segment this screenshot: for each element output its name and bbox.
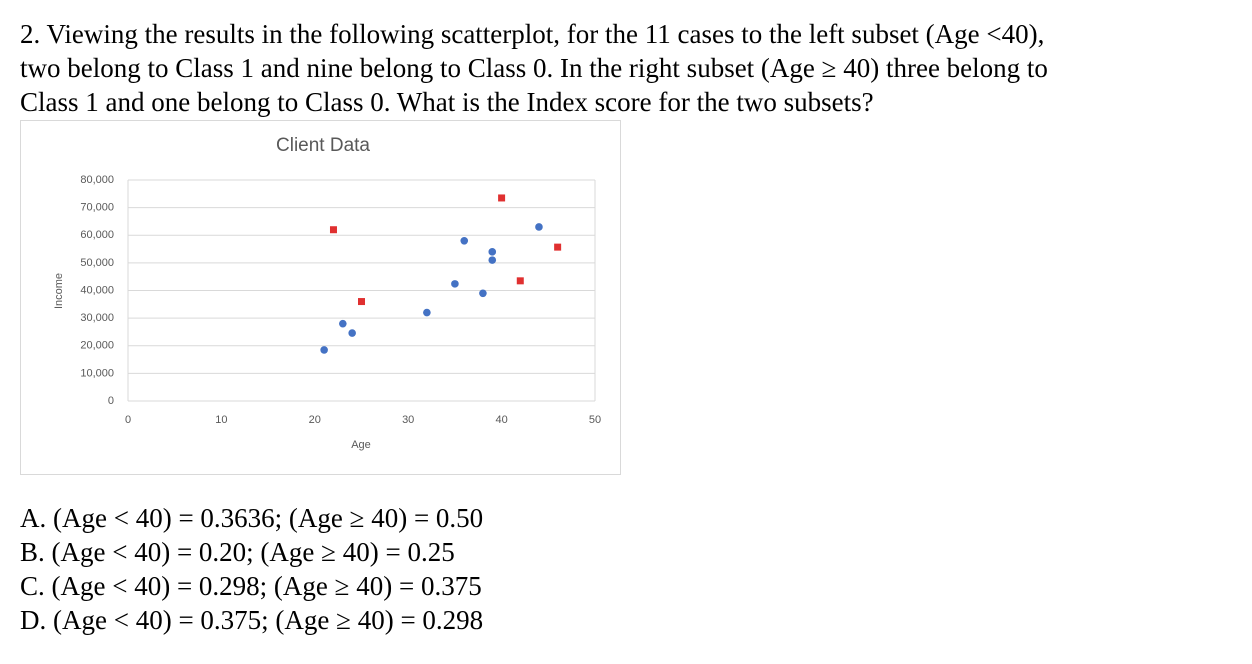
y-tick-label: 10,000 xyxy=(80,367,114,379)
chart: Client Data Age Income 0 10,000 20,000 30,0… xyxy=(20,120,621,475)
x-tick-label: 0 xyxy=(125,414,131,426)
option: C. (Age < 40) = 0.298; (Age ≥ 40) = 0.37… xyxy=(20,571,482,601)
x-axis-label: Age xyxy=(351,439,371,451)
point xyxy=(358,298,365,306)
y-tick-label: 80,000 xyxy=(80,174,114,186)
point xyxy=(554,243,562,251)
point xyxy=(479,289,487,298)
y-tick-label: 20,000 xyxy=(80,340,114,352)
y-tick-label: 30,000 xyxy=(80,312,114,324)
y-tick-label: 40,000 xyxy=(80,284,114,296)
point xyxy=(348,329,356,337)
x-tick-label: 30 xyxy=(402,414,414,426)
point xyxy=(498,194,506,202)
x-tick-label: 20 xyxy=(309,414,321,426)
x-tick-label: 50 xyxy=(589,414,601,426)
option: D. (Age < 40) = 0.375; (Age ≥ 40) = 0.29… xyxy=(20,605,484,635)
y-tick-label: 50,000 xyxy=(80,257,114,269)
question-line: two belong to Class 1 and nine belong to… xyxy=(20,53,1048,83)
y-axis-label: Income xyxy=(53,273,65,309)
point xyxy=(329,226,337,234)
y-tick-label: 0 xyxy=(108,395,114,407)
chart-title: Client Data xyxy=(276,135,370,156)
point xyxy=(460,236,469,245)
question-line: 2. Viewing the results in the following … xyxy=(20,19,1045,49)
point xyxy=(516,277,524,285)
x-tick-label: 40 xyxy=(495,414,507,426)
y-tick-label: 60,000 xyxy=(80,229,114,241)
point xyxy=(339,319,347,328)
y-tick-label: 70,000 xyxy=(80,202,114,214)
point xyxy=(320,346,328,354)
point xyxy=(488,256,497,264)
point xyxy=(535,223,543,231)
option: B. (Age < 40) = 0.20; (Age ≥ 40) = 0.25 xyxy=(20,537,455,567)
point xyxy=(451,280,459,288)
question-line: Class 1 and one belong to Class 0. What … xyxy=(20,87,874,117)
option: A. (Age < 40) = 0.3636; (Age ≥ 40) = 0.5… xyxy=(20,503,484,533)
x-tick-label: 10 xyxy=(215,414,227,426)
point xyxy=(423,308,431,317)
point xyxy=(488,248,497,256)
